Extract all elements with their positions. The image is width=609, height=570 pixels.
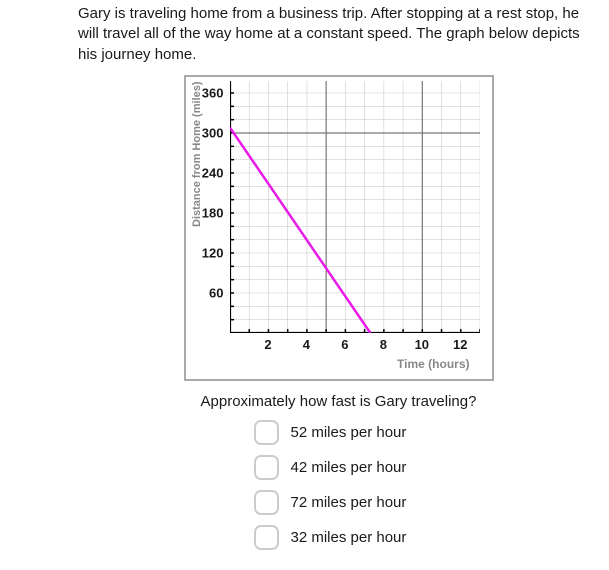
options-list: 52 miles per hour 42 miles per hour 72 mil… [254,420,424,550]
x-tick-labels: 2 4 6 8 10 12 [230,337,480,355]
chart-container: Distance from Home (miles) 6012018024030… [184,75,494,381]
problem-text: Gary is traveling home from a business t… [78,4,599,65]
option-row[interactable]: 42 miles per hour [254,455,424,480]
option-checkbox[interactable] [254,420,279,445]
y-tick-label: 360 [202,85,224,100]
x-tick-label: 6 [341,337,348,352]
x-tick-label: 4 [303,337,310,352]
x-tick-label: 2 [264,337,271,352]
x-tick-label: 8 [380,337,387,352]
option-checkbox[interactable] [254,525,279,550]
x-axis-label: Time (hours) [196,357,482,371]
option-label: 32 miles per hour [291,529,407,546]
option-label: 72 miles per hour [291,494,407,511]
y-tick-label: 240 [202,165,224,180]
option-label: 52 miles per hour [291,424,407,441]
option-checkbox[interactable] [254,455,279,480]
y-tick-label: 180 [202,205,224,220]
y-tick-labels: 60 120 180 240 300 360 [196,81,226,333]
option-row[interactable]: 52 miles per hour [254,420,424,445]
y-tick-label: 300 [202,125,224,140]
option-row[interactable]: 72 miles per hour [254,490,424,515]
option-row[interactable]: 32 miles per hour [254,525,424,550]
y-tick-label: 60 [209,285,223,300]
x-tick-label: 10 [415,337,429,352]
x-tick-label: 12 [453,337,467,352]
option-label: 42 miles per hour [291,459,407,476]
y-tick-label: 120 [202,245,224,260]
option-checkbox[interactable] [254,490,279,515]
question-text: Approximately how fast is Gary traveling… [78,393,599,410]
chart-svg [230,81,480,333]
